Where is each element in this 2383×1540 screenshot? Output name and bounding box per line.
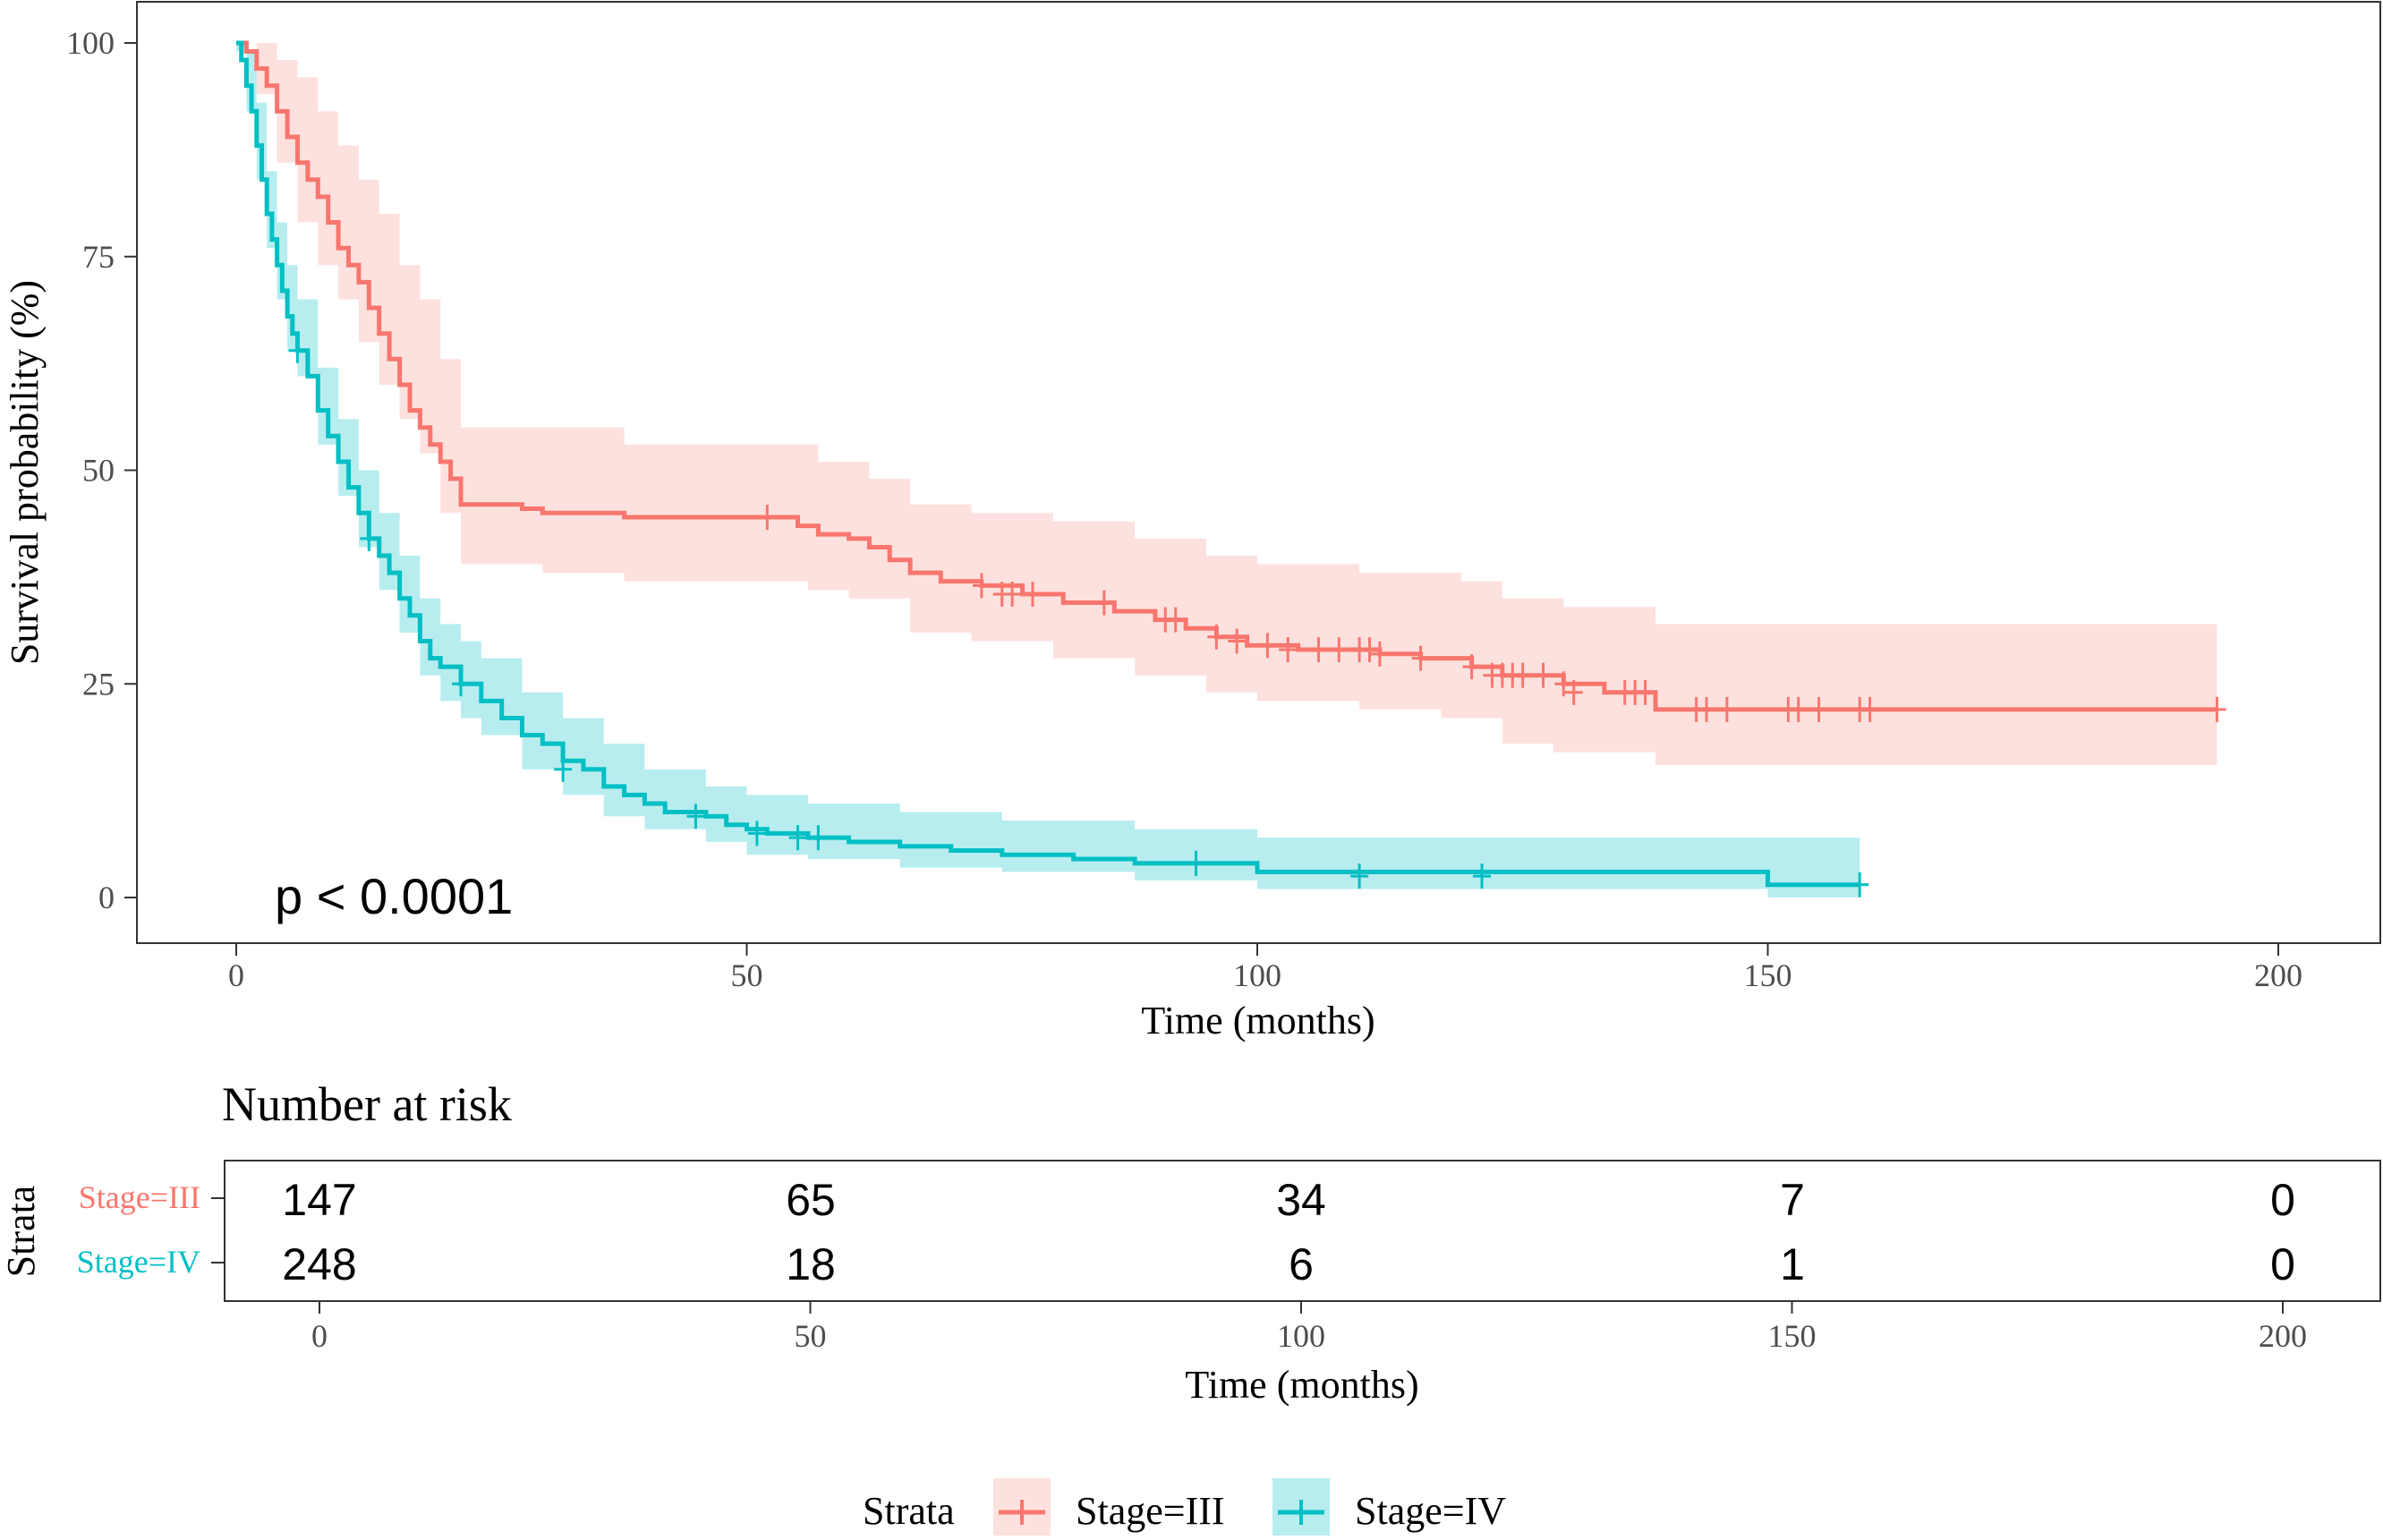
risk-x-tick-label: 0 [311,1318,328,1354]
risk-value-stage-iii-t50: 65 [786,1175,836,1225]
legend-label-stage-iv: Stage=IV [1355,1489,1506,1533]
risk-row-label-stage-iii: Stage=III [79,1179,200,1215]
risk-table-title: Number at risk [222,1077,512,1131]
y-axis: 0 25 50 75 100 [66,25,137,915]
risk-table-panel-border [224,1160,2381,1302]
legend: Strata Stage=III Stage=IV [863,1478,1506,1536]
confidence-band-stage-iii [236,43,2217,765]
km-plot: 0 25 50 75 100 0 50 100 150 200 p < 0.0001 Survi… [3,1,2381,1042]
x-axis: 0 50 100 150 200 [228,943,2302,993]
risk-x-tick-label: 150 [1768,1318,1817,1354]
x-tick-label: 50 [731,957,763,993]
risk-table-x-axis: 0 50 100 150 200 [311,1301,2307,1354]
y-tick-label: 75 [82,239,115,275]
x-tick-label: 0 [228,957,244,993]
legend-item-stage-iii: Stage=III [993,1478,1225,1536]
risk-value-stage-iii-t0: 147 [282,1175,356,1225]
risk-value-stage-iv-t0: 248 [282,1239,356,1289]
x-tick-label: 100 [1233,957,1281,993]
risk-x-tick-label: 50 [795,1318,827,1354]
risk-x-tick-label: 100 [1277,1318,1325,1354]
legend-title: Strata [863,1489,955,1533]
x-axis-title: Time (months) [1141,999,1374,1042]
censor-marks [288,337,2226,898]
y-axis-title: Survival probability (%) [3,280,47,665]
risk-value-stage-iii-t150: 7 [1780,1175,1805,1225]
x-tick-label: 150 [1744,957,1792,993]
legend-item-stage-iv: Stage=IV [1272,1478,1506,1536]
risk-value-stage-iv-t50: 18 [786,1239,836,1289]
y-tick-label: 50 [82,453,115,489]
y-tick-label: 100 [66,25,115,61]
plot-panel-border [136,1,2381,944]
risk-table: Number at risk Strata Stage=III Stage=IV… [0,1077,2381,1407]
y-tick-label: 0 [98,880,115,915]
risk-x-tick-label: 200 [2259,1318,2307,1354]
risk-value-stage-iv-t100: 6 [1289,1239,1314,1289]
risk-table-x-axis-title: Time (months) [1185,1363,1418,1407]
p-value-annotation: p < 0.0001 [275,868,513,924]
legend-label-stage-iii: Stage=III [1076,1489,1225,1533]
risk-value-stage-iii-t200: 0 [2270,1175,2295,1225]
risk-value-stage-iii-t100: 34 [1276,1175,1326,1225]
risk-table-strata-label: Strata [0,1186,43,1278]
x-tick-label: 200 [2254,957,2302,993]
y-tick-label: 25 [82,666,115,702]
confidence-bands [236,43,2217,898]
risk-row-label-stage-iv: Stage=IV [77,1244,200,1280]
risk-value-stage-iv-t150: 1 [1780,1239,1805,1289]
risk-value-stage-iv-t200: 0 [2270,1239,2295,1289]
